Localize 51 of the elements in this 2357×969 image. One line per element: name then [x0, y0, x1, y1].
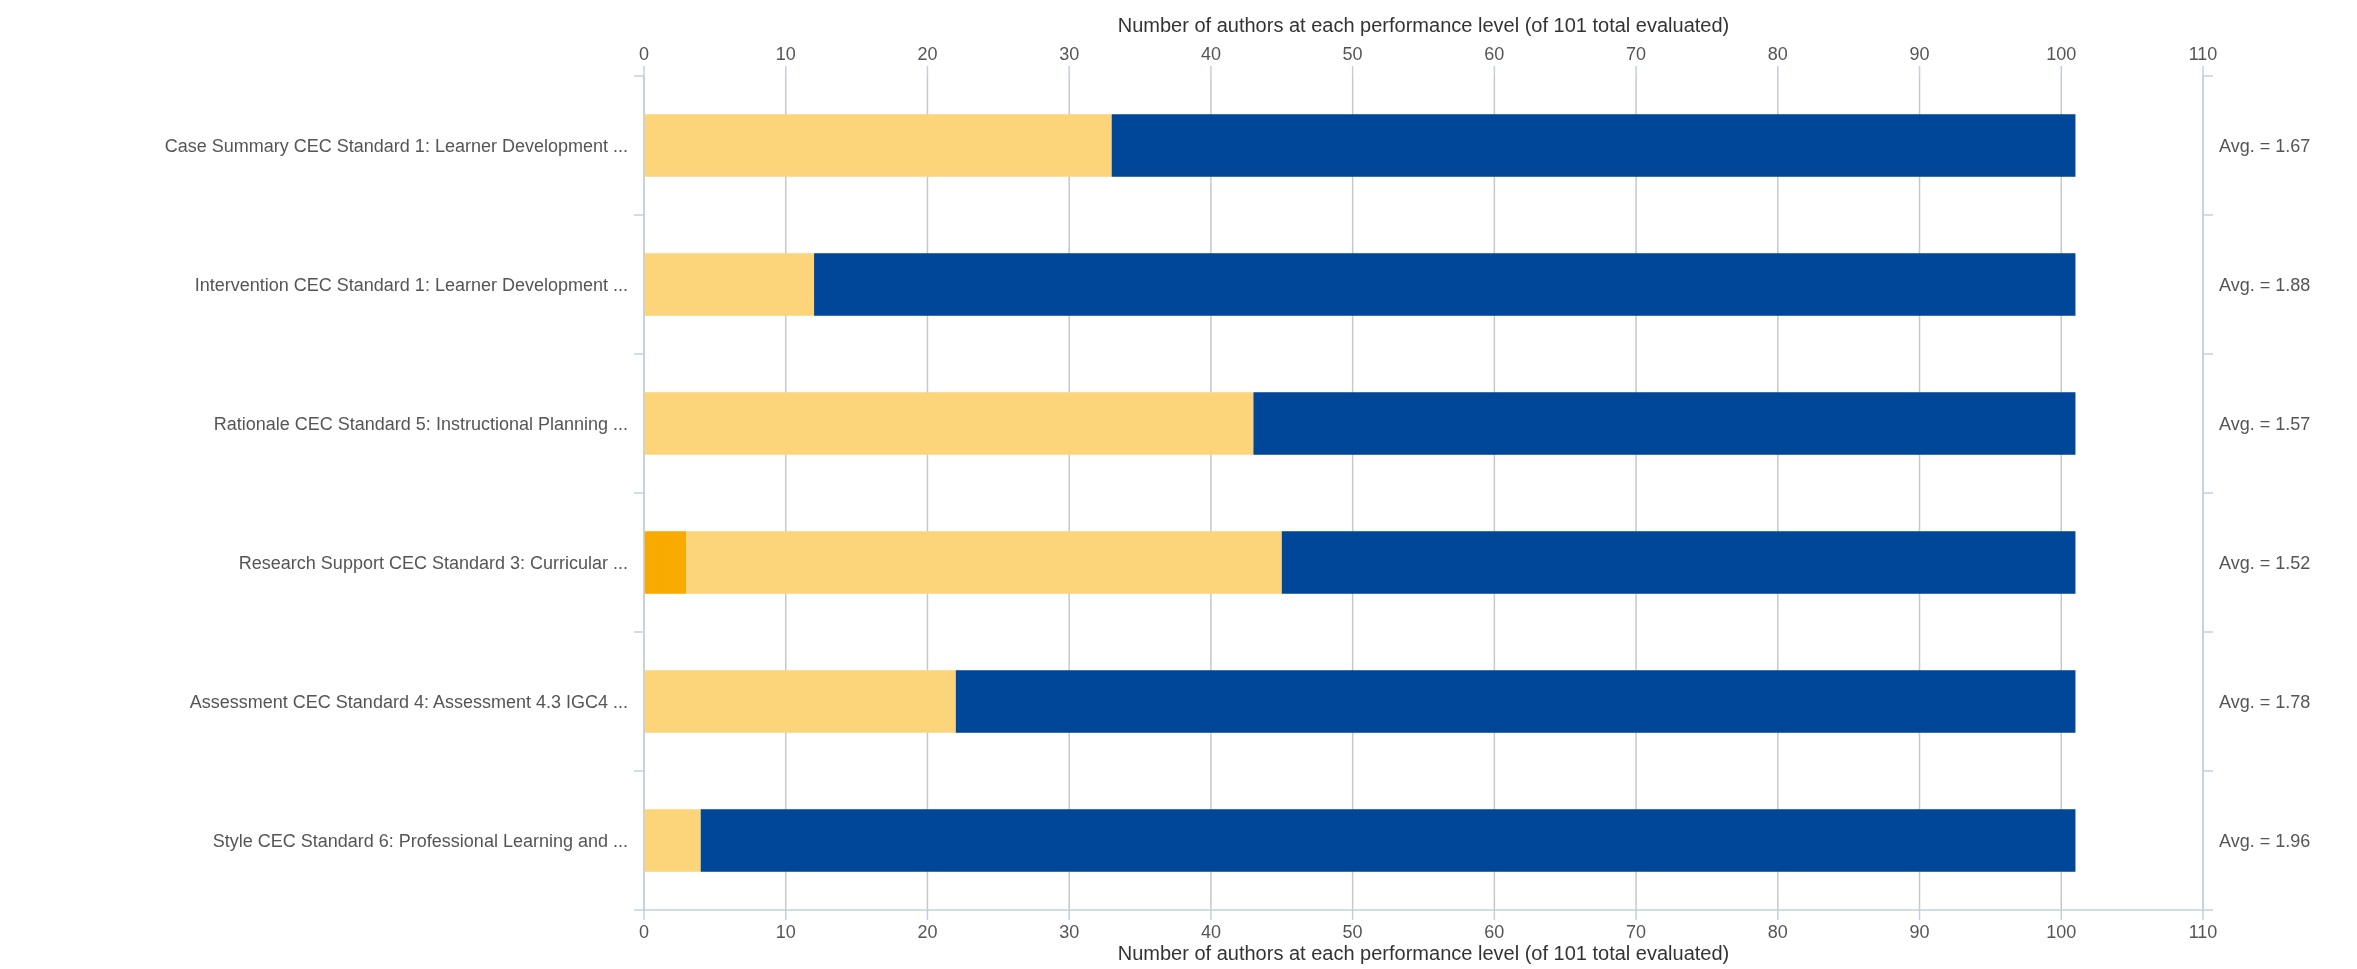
x-tick-label: 40 [1200, 922, 1221, 942]
bar [1111, 114, 2076, 177]
bar [1281, 531, 2076, 594]
text: Avg. = 1.67 [2219, 135, 2311, 156]
bar [644, 531, 687, 594]
y-tick-label: Style CEC Standard 6: Professional Learning and ... [212, 830, 628, 851]
bar [1253, 392, 2076, 455]
x2-tick-label: 40 [1200, 44, 1221, 64]
x-tick-label: 60 [1484, 922, 1505, 942]
x2-tick-label: 110 [2188, 44, 2218, 64]
bar [955, 670, 2076, 733]
x-tick-label: 50 [1342, 922, 1363, 942]
x-tick-label: 80 [1767, 922, 1788, 942]
x2-axis-title: Number of authors at each performance level (of 101 total evaluated) [1117, 14, 1730, 36]
x-tick-label: 90 [1909, 922, 1930, 942]
bar [644, 809, 701, 872]
x2-tick-label: 50 [1342, 44, 1363, 64]
x2-tick-label: 0 [638, 44, 650, 64]
bar [644, 114, 1112, 177]
bar [814, 253, 2076, 316]
x2-tick-label: 100 [2046, 44, 2077, 64]
x-axis-title: Number of authors at each performance level (of 101 total evaluated) [1117, 942, 1730, 964]
bar [644, 670, 956, 733]
y-tick-label: Research Support CEC Standard 3: Curricular ... [238, 552, 628, 573]
x-tick-label: 10 [775, 922, 796, 942]
y-tick-label: Assessment CEC Standard 4: Assessment 4.3 IGC4 ... [189, 691, 628, 712]
x2-tick-label: 80 [1767, 44, 1788, 64]
text: Avg. = 1.52 [2219, 552, 2311, 573]
x-tick-label: 70 [1626, 922, 1647, 942]
bar [644, 253, 815, 316]
text: Avg. = 1.78 [2219, 691, 2311, 712]
y-tick-label: Case Summary CEC Standard 1: Learner Development ... [164, 135, 628, 156]
y-tick-label: Intervention CEC Standard 1: Learner Development ... [194, 274, 628, 295]
bar [686, 531, 1282, 594]
x-tick-label: 0 [638, 922, 650, 942]
x-tick-label: 100 [2046, 922, 2077, 942]
text: Avg. = 1.96 [2219, 830, 2311, 851]
x-tick-label: 20 [917, 922, 938, 942]
x2-tick-label: 60 [1484, 44, 1505, 64]
x2-tick-label: 10 [775, 44, 796, 64]
x2-tick-label: 20 [917, 44, 938, 64]
text: Avg. = 1.88 [2219, 274, 2311, 295]
bar [700, 809, 2076, 872]
x-tick-label: 110 [2188, 922, 2218, 942]
x2-tick-label: 30 [1059, 44, 1080, 64]
text: Avg. = 1.57 [2219, 413, 2311, 434]
x2-tick-label: 90 [1909, 44, 1930, 64]
bar [644, 392, 1254, 455]
y-tick-label: Rationale CEC Standard 5: Instructional Planning ... [213, 413, 628, 434]
x-tick-label: 30 [1059, 922, 1080, 942]
x2-tick-label: 70 [1626, 44, 1647, 64]
